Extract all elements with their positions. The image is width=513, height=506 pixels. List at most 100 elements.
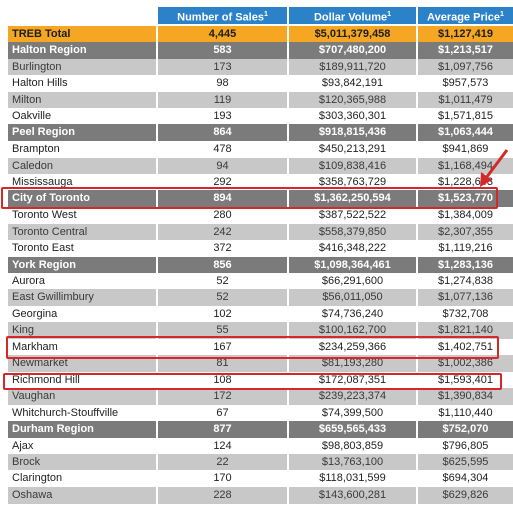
row-name-cell: TREB Total (8, 26, 156, 43)
row-dollar-cell: $558,379,850 (287, 224, 416, 241)
row-avg-cell: $1,011,479 (416, 92, 513, 109)
row-dollar-cell: $358,763,729 (287, 174, 416, 191)
row-name-cell: Mississauga (8, 174, 156, 191)
header-blank-cell (8, 7, 156, 24)
table-row: King 55 $100,162,700 $1,821,140 (8, 322, 513, 339)
row-name-cell: Milton (8, 92, 156, 109)
row-sales-cell: 877 (156, 421, 287, 438)
row-dollar-cell: $93,842,191 (287, 75, 416, 92)
row-dollar-cell: $387,522,522 (287, 207, 416, 224)
row-avg-cell: $1,002,386 (416, 355, 513, 372)
row-avg-cell: $1,821,140 (416, 322, 513, 339)
row-sales-cell: 894 (156, 190, 287, 207)
header-number-of-sales: Number of Sales1 (156, 7, 287, 24)
row-dollar-cell: $109,838,416 (287, 158, 416, 175)
row-sales-cell: 81 (156, 355, 287, 372)
row-dollar-cell: $120,365,988 (287, 92, 416, 109)
row-name-cell: Caledon (8, 158, 156, 175)
row-name-cell: Oshawa (8, 487, 156, 504)
table-row: Oshawa 228 $143,600,281 $629,826 (8, 487, 513, 504)
row-dollar-cell: $659,565,433 (287, 421, 416, 438)
highlight-richmond-hill (3, 373, 502, 390)
row-dollar-cell: $98,803,859 (287, 438, 416, 455)
row-avg-cell: $957,573 (416, 75, 513, 92)
table-row: Toronto East 372 $416,348,222 $1,119,216 (8, 240, 513, 257)
table-row: East Gwillimbury 52 $56,011,050 $1,077,136 (8, 289, 513, 306)
row-dollar-cell: $56,011,050 (287, 289, 416, 306)
row-name-cell: King (8, 322, 156, 339)
table-row: Mississauga 292 $358,763,729 $1,228,643 (8, 174, 513, 191)
row-avg-cell: $1,213,517 (416, 42, 513, 59)
row-name-cell: Burlington (8, 59, 156, 76)
row-avg-cell: $1,077,136 (416, 289, 513, 306)
table-row: Toronto Central 242 $558,379,850 $2,307,355 (8, 224, 513, 241)
table-row: Newmarket 81 $81,193,280 $1,002,386 (8, 355, 513, 372)
row-name-cell: Aurora (8, 273, 156, 290)
highlight-city-of-toronto (1, 187, 498, 209)
table-row: Oakville 193 $303,360,301 $1,571,815 (8, 108, 513, 125)
table-row: Halton Hills 98 $93,842,191 $957,573 (8, 75, 513, 92)
arrow-shaft (484, 149, 509, 179)
row-avg-cell: $1,593,401 (416, 372, 513, 389)
row-avg-cell: $2,307,355 (416, 224, 513, 241)
table-header: Number of Sales1 Dollar Volume1 Average … (8, 7, 513, 24)
row-sales-cell: 242 (156, 224, 287, 241)
table-row: Milton 119 $120,365,988 $1,011,479 (8, 92, 513, 109)
row-avg-cell: $1,110,440 (416, 405, 513, 422)
row-dollar-cell: $66,291,600 (287, 273, 416, 290)
row-name-cell: East Gwillimbury (8, 289, 156, 306)
row-name-cell: Brampton (8, 141, 156, 158)
table-row: Durham Region 877 $659,565,433 $752,070 (8, 421, 513, 438)
highlight-markham (6, 336, 499, 359)
row-sales-cell: 119 (156, 92, 287, 109)
row-avg-cell: $629,826 (416, 487, 513, 504)
row-name-cell: City of Toronto (8, 190, 156, 207)
row-name-cell: Toronto West (8, 207, 156, 224)
row-name-cell: Oakville (8, 108, 156, 125)
row-avg-cell: $1,384,009 (416, 207, 513, 224)
row-dollar-cell: $234,259,366 (287, 339, 416, 356)
row-dollar-cell: $143,600,281 (287, 487, 416, 504)
header-sales-label: Number of Sales (177, 11, 264, 24)
row-avg-cell: $941,869 (416, 141, 513, 158)
row-dollar-cell: $707,480,200 (287, 42, 416, 59)
row-dollar-cell: $118,031,599 (287, 470, 416, 487)
table-row: Ajax 124 $98,803,859 $796,805 (8, 438, 513, 455)
table-row: Brampton 478 $450,213,291 $941,869 (8, 141, 513, 158)
table-row: York Region 856 $1,098,364,461 $1,283,136 (8, 257, 513, 274)
table-row: Toronto West 280 $387,522,522 $1,384,009 (8, 207, 513, 224)
row-sales-cell: 864 (156, 124, 287, 141)
row-sales-cell: 173 (156, 59, 287, 76)
row-dollar-cell: $74,399,500 (287, 405, 416, 422)
row-avg-cell: $1,127,419 (416, 26, 513, 43)
row-sales-cell: 94 (156, 158, 287, 175)
row-avg-cell: $732,708 (416, 306, 513, 323)
row-sales-cell: 67 (156, 405, 287, 422)
row-name-cell: Whitchurch-Stouffville (8, 405, 156, 422)
row-sales-cell: 52 (156, 289, 287, 306)
row-name-cell: Clarington (8, 470, 156, 487)
row-dollar-cell: $918,815,436 (287, 124, 416, 141)
row-sales-cell: 372 (156, 240, 287, 257)
row-name-cell: Brock (8, 454, 156, 471)
row-avg-cell: $1,283,136 (416, 257, 513, 274)
table-row: Markham 167 $234,259,366 $1,402,751 (8, 339, 513, 356)
row-avg-cell: $1,119,216 (416, 240, 513, 257)
row-avg-cell: $625,595 (416, 454, 513, 471)
row-avg-cell: $1,523,770 (416, 190, 513, 207)
table-row: Burlington 173 $189,911,720 $1,097,756 (8, 59, 513, 76)
row-dollar-cell: $74,736,240 (287, 306, 416, 323)
row-dollar-cell: $5,011,379,458 (287, 26, 416, 43)
table-row: Caledon 94 $109,838,416 $1,168,494 (8, 158, 513, 175)
row-name-cell: Markham (8, 339, 156, 356)
header-avg-footnote: 1 (500, 11, 504, 18)
row-sales-cell: 98 (156, 75, 287, 92)
header-dollar-volume: Dollar Volume1 (287, 7, 416, 24)
table-row: Brock 22 $13,763,100 $625,595 (8, 454, 513, 471)
row-name-cell: York Region (8, 257, 156, 274)
row-dollar-cell: $1,362,250,594 (287, 190, 416, 207)
row-sales-cell: 108 (156, 372, 287, 389)
table-row: Halton Region 583 $707,480,200 $1,213,517 (8, 42, 513, 59)
table-row: Clarington 170 $118,031,599 $694,304 (8, 470, 513, 487)
row-sales-cell: 228 (156, 487, 287, 504)
